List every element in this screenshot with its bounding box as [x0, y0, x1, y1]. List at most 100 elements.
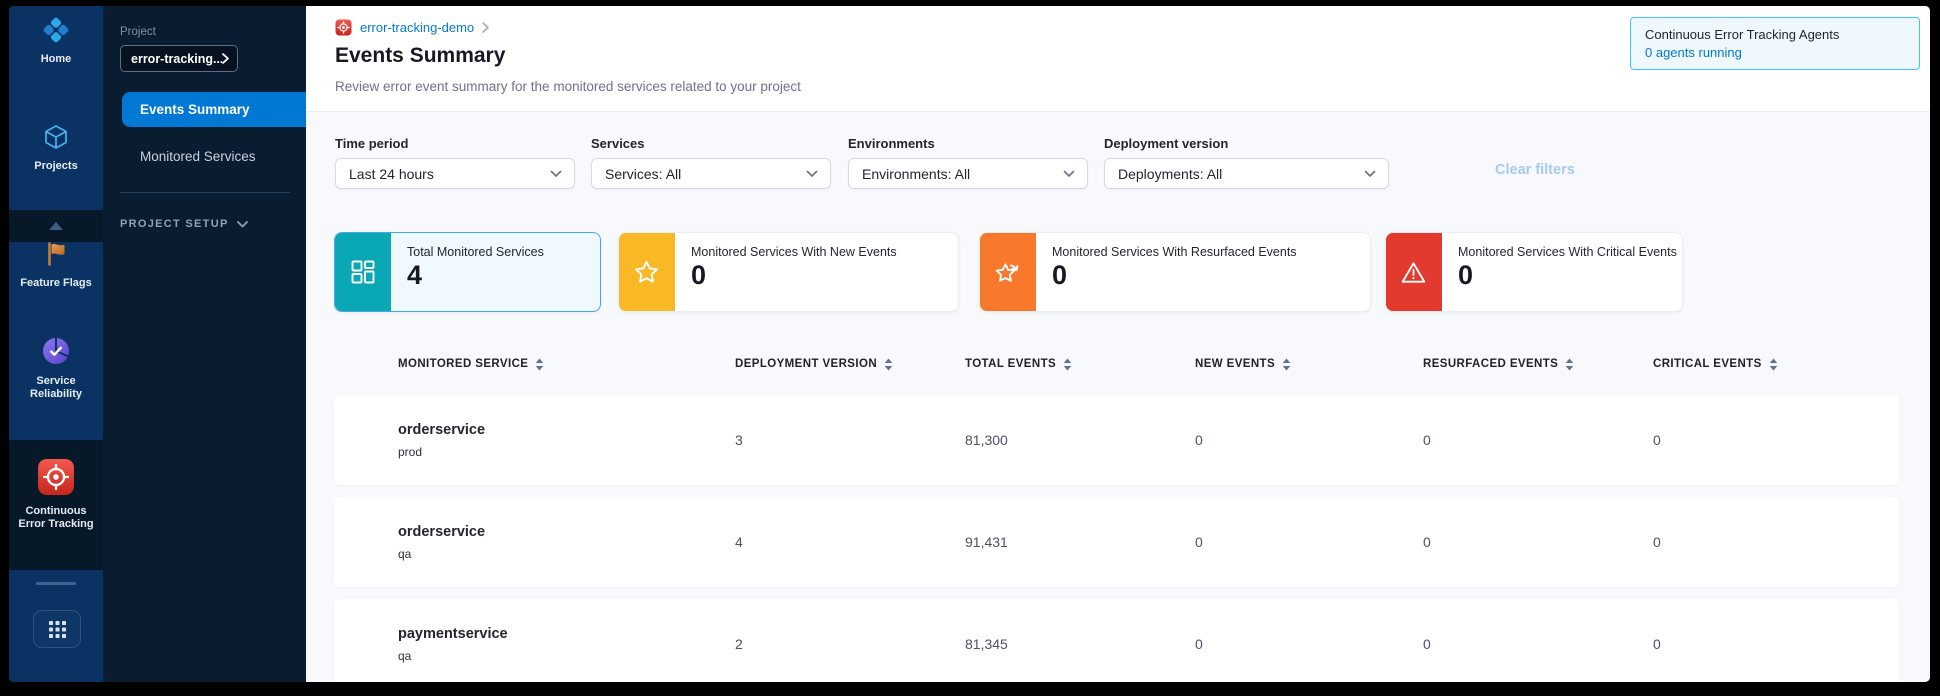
sort-icon — [1769, 358, 1777, 370]
card-value: 0 — [691, 260, 707, 290]
service-reliability-icon — [43, 337, 69, 364]
services-select[interactable]: Services: All — [591, 158, 831, 189]
card-icon-block — [1386, 233, 1442, 311]
environments-select[interactable]: Environments: All — [848, 158, 1088, 189]
table-header-row: MONITORED SERVICE DEPLOYMENT VERSION TOT… — [334, 354, 1899, 374]
resurfaced-events-value: 0 — [1423, 432, 1431, 448]
card-icon-block — [335, 233, 391, 311]
total-events-value: 81,345 — [965, 636, 1008, 652]
chevron-down-icon — [550, 170, 562, 177]
column-header-deployment-version[interactable]: DEPLOYMENT VERSION — [735, 358, 965, 371]
card-icon-block — [619, 233, 675, 311]
service-name: orderservice — [398, 523, 486, 540]
nav-item-label: Feature Flags — [20, 277, 92, 289]
new-events-value: 0 — [1195, 534, 1203, 550]
chevron-up-icon — [49, 222, 63, 230]
sidebar-item-monitored-services[interactable]: Monitored Services — [140, 149, 256, 164]
filter-label: Time period — [335, 136, 409, 151]
filter-label: Services — [591, 136, 645, 151]
service-name: orderservice — [398, 421, 486, 438]
module-group-bottom — [9, 570, 103, 682]
chevron-down-icon — [1063, 170, 1075, 177]
card-critical-events[interactable]: Monitored Services With Critical Events … — [1385, 232, 1683, 312]
nav-item-feature-flags[interactable]: Feature Flags — [9, 240, 103, 290]
service-cell: orderservice qa — [398, 524, 735, 561]
nav-item-home[interactable]: Home — [9, 16, 103, 66]
sort-icon — [884, 358, 893, 370]
card-label: Monitored Services With Resurfaced Event… — [1052, 245, 1297, 259]
nav-item-continuous-error-tracking[interactable]: Continuous Error Tracking — [9, 458, 103, 531]
filter-environments: Environments Environments: All — [848, 136, 1088, 189]
nav-scroll-up-button[interactable] — [9, 222, 103, 230]
sort-icon — [1282, 358, 1291, 370]
card-total-monitored-services[interactable]: Total Monitored Services 4 — [334, 232, 601, 312]
deployments-select[interactable]: Deployments: All — [1104, 158, 1389, 189]
deployment-version-value: 3 — [735, 432, 743, 448]
sidebar-item-events-summary[interactable]: Events Summary — [122, 92, 306, 127]
error-tracking-target-icon — [38, 459, 74, 495]
service-environment: qa — [398, 546, 412, 561]
chevron-down-icon — [806, 170, 818, 177]
chevron-down-icon — [236, 220, 248, 227]
star-resurfaced-icon — [995, 262, 1019, 282]
service-cell: paymentservice qa — [398, 626, 735, 663]
project-selector[interactable]: error-tracking... — [120, 45, 238, 72]
project-setup-label: PROJECT SETUP — [120, 218, 229, 230]
chevron-down-icon — [1364, 170, 1376, 177]
apps-grid-icon — [48, 620, 66, 638]
column-header-critical-events[interactable]: CRITICAL EVENTS — [1653, 358, 1899, 371]
sort-icon — [1063, 358, 1072, 370]
grid-services-icon — [351, 260, 374, 284]
service-cell: orderservice prod — [398, 422, 735, 459]
card-value: 0 — [1052, 260, 1068, 290]
total-events-value: 81,300 — [965, 432, 1008, 448]
sidebar-divider — [120, 192, 290, 193]
resurfaced-events-value: 0 — [1423, 636, 1431, 652]
card-value: 0 — [1458, 260, 1474, 290]
agents-running-link[interactable]: 0 agents running — [1645, 45, 1742, 60]
nav-item-label: Continuous Error Tracking — [18, 505, 94, 530]
chevron-right-icon — [222, 53, 229, 64]
column-header-monitored-service[interactable]: MONITORED SERVICE — [398, 358, 735, 371]
service-environment: qa — [398, 648, 412, 663]
star-icon — [635, 260, 658, 283]
column-header-total-events[interactable]: TOTAL EVENTS — [965, 358, 1195, 371]
project-sidebar: Project error-tracking... Events Summary… — [103, 6, 306, 682]
new-events-value: 0 — [1195, 432, 1203, 448]
module-picker-button[interactable] — [33, 610, 81, 648]
main-content: error-tracking-demo Events Summary Revie… — [306, 6, 1930, 682]
total-events-value: 91,431 — [965, 534, 1008, 550]
projects-cube-icon — [45, 125, 67, 149]
table-row[interactable]: orderservice qa 4 91,431 0 0 0 — [334, 497, 1899, 587]
clear-filters-button[interactable]: Clear filters — [1495, 162, 1575, 178]
nav-item-projects[interactable]: Projects — [9, 123, 103, 173]
app-window: Home Projects Feature Flags — [9, 6, 1930, 682]
deployment-version-value: 4 — [735, 534, 743, 550]
new-events-value: 0 — [1195, 636, 1203, 652]
project-setup-toggle[interactable]: PROJECT SETUP — [120, 218, 248, 230]
card-value: 4 — [407, 260, 423, 290]
service-name: paymentservice — [398, 625, 508, 642]
card-icon-block — [980, 233, 1036, 311]
table-row[interactable]: paymentservice qa 2 81,345 0 0 0 — [334, 599, 1899, 682]
column-header-new-events[interactable]: NEW EVENTS — [1195, 358, 1423, 371]
nav-item-service-reliability[interactable]: Service Reliability — [9, 336, 103, 401]
column-header-resurfaced-events[interactable]: RESURFACED EVENTS — [1423, 358, 1653, 371]
module-nav: Home Projects Feature Flags — [9, 6, 103, 682]
project-selector-value: error-tracking... — [131, 51, 223, 66]
breadcrumb-project-link[interactable]: error-tracking-demo — [360, 20, 475, 35]
breadcrumb: error-tracking-demo — [335, 19, 489, 36]
sort-icon — [1565, 358, 1574, 370]
time-period-select[interactable]: Last 24 hours — [335, 158, 575, 189]
card-resurfaced-events[interactable]: Monitored Services With Resurfaced Event… — [979, 232, 1371, 312]
card-new-events[interactable]: Monitored Services With New Events 0 — [618, 232, 959, 312]
filter-label: Deployment version — [1104, 136, 1229, 151]
project-section-label: Project — [120, 26, 156, 38]
critical-events-value: 0 — [1653, 636, 1661, 652]
filter-deployment-version: Deployment version Deployments: All — [1104, 136, 1389, 189]
events-table: MONITORED SERVICE DEPLOYMENT VERSION TOT… — [334, 354, 1899, 682]
nav-resize-handle[interactable] — [36, 582, 76, 585]
table-row[interactable]: orderservice prod 3 81,300 0 0 0 — [334, 395, 1899, 485]
card-label: Total Monitored Services — [407, 245, 544, 259]
